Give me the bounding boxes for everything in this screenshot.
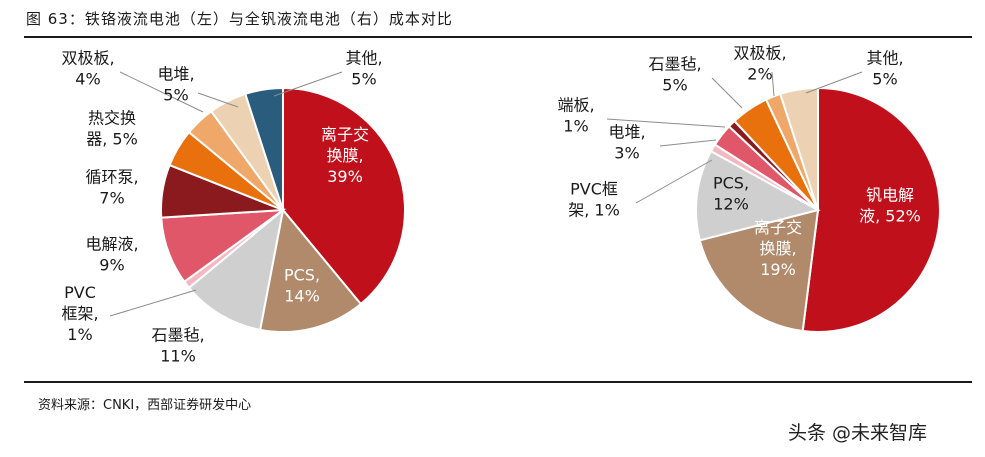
- slice-label: 石墨毡, 5%: [648, 55, 701, 95]
- slice-label: PVC 框架, 1%: [61, 283, 98, 344]
- slice-label: 电堆, 5%: [157, 65, 194, 105]
- pie-chart-1: 离子交换膜, 39% PCS, 14% 石墨毡, 11% PVC 框架, 1% 电解液, 9% 循环泵…: [61, 49, 406, 366]
- bottom-rule: [24, 381, 972, 383]
- source-note: 资料来源：CNKI，西部证券研发中心: [38, 398, 252, 413]
- slice-label: 离子交换膜, 19%: [754, 218, 802, 279]
- slice-label: 循环泵, 7%: [85, 168, 138, 208]
- leader-line: [805, 71, 863, 94]
- slice-label: 端板, 1%: [557, 96, 594, 136]
- slice-label: 双极板, 2%: [733, 44, 786, 84]
- leader-line: [119, 71, 204, 113]
- slice-label: PCS, 12%: [713, 174, 749, 214]
- pie-slice: [282, 86, 406, 306]
- slice-label: 热交换器, 5%: [86, 109, 138, 149]
- slice-label: 其他, 5%: [866, 49, 903, 89]
- watermark: 头条 @未来智库: [788, 422, 928, 444]
- leader-line: [711, 77, 743, 109]
- slice-label: 石墨毡, 11%: [151, 326, 204, 366]
- leader-line: [771, 71, 775, 97]
- slice-label: 电堆, 3%: [608, 123, 645, 163]
- leader-line: [659, 139, 717, 147]
- top-rule: [24, 36, 972, 38]
- pie-slice: [698, 208, 820, 333]
- leader-line: [197, 92, 239, 108]
- slice-label: 离子交换膜, 39%: [321, 125, 369, 186]
- pie-slice: [801, 86, 941, 333]
- figure-title: 图 63：铁铬液流电池（左）与全钒液流电池（右）成本对比: [26, 10, 453, 28]
- pie-chart-2: 钒电解液, 52% 离子交换膜, 19%PCS, 12% PVC框架, 1% 电堆, 3% 端…: [557, 44, 941, 333]
- leader-line: [109, 289, 197, 317]
- slice-label: PVC框架, 1%: [568, 180, 620, 220]
- pie-slice: [244, 86, 284, 211]
- slice-label: PCS, 14%: [284, 266, 320, 306]
- leader-line: [273, 71, 343, 97]
- pie-slice: [695, 149, 821, 242]
- slice-label: 双极板, 4%: [61, 49, 114, 89]
- slice-label: 其他, 5%: [345, 49, 382, 89]
- leader-line: [635, 159, 713, 204]
- slice-label: 钒电解液, 52%: [859, 186, 921, 226]
- leader-line: [606, 118, 726, 128]
- slice-label: 电解液, 9%: [85, 235, 138, 275]
- pie-slice: [258, 207, 363, 333]
- pie-slice: [187, 207, 285, 332]
